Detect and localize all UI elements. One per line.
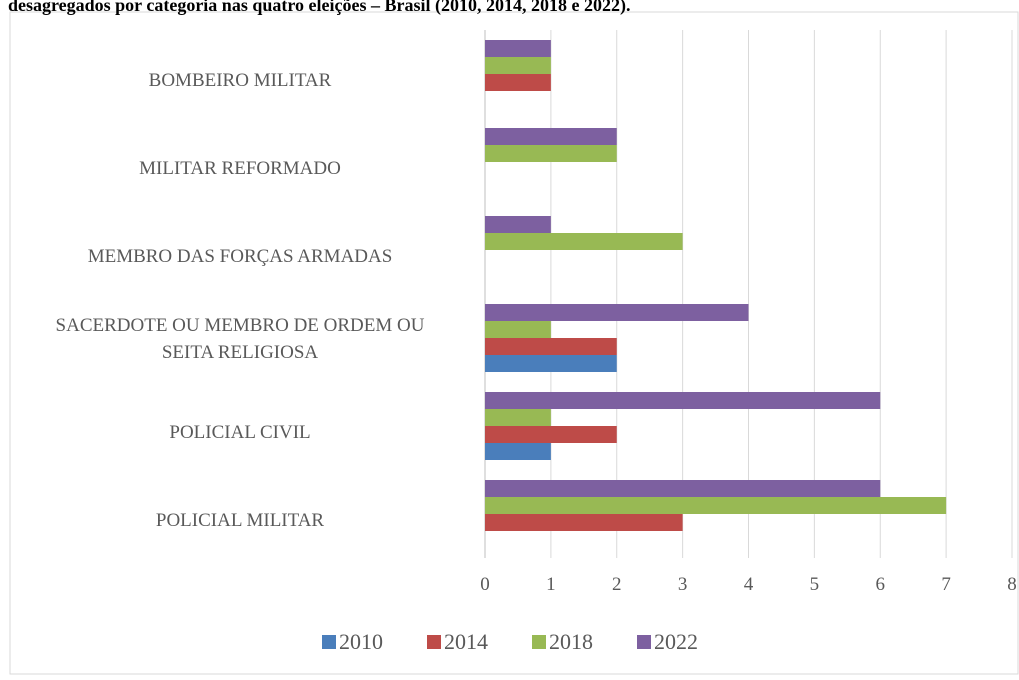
y-tick-label: POLICIAL CIVIL [169,422,310,443]
bar [485,338,617,355]
y-tick-label: BOMBEIRO MILITAR [149,70,332,91]
bar [485,233,683,250]
y-tick-label: MEMBRO DAS FORÇAS ARMADAS [88,246,393,267]
x-tick-label: 7 [941,574,951,595]
label-line: SEITA RELIGIOSA [162,342,319,363]
x-tick-label: 3 [678,574,688,595]
bar [485,304,749,321]
x-tick-label: 5 [810,574,820,595]
y-tick-label: SACERDOTE OU MEMBRO DE ORDEM OU SEITA REL… [56,315,425,363]
legend-swatch [532,635,546,649]
label-line: SACERDOTE OU MEMBRO DE ORDEM OU [56,315,425,336]
bar [485,392,881,409]
bar [485,321,551,338]
bar [485,480,881,497]
x-tick-label: 8 [1007,574,1017,595]
bar [485,216,551,233]
bar [485,514,683,531]
bar [485,40,551,57]
x-tick-label: 4 [744,574,754,595]
legend-swatch [637,635,651,649]
legend-label: 2014 [444,629,488,654]
chart-title: desagregados por categoria nas quatro el… [8,0,630,16]
bar [485,74,551,91]
y-tick-label: MILITAR REFORMADO [139,158,341,179]
legend-swatch [427,635,441,649]
x-tick-label: 2 [612,574,622,595]
x-tick-label: 6 [876,574,886,595]
legend-swatch [322,635,336,649]
bar [485,128,617,145]
legend-label: 2010 [339,629,383,654]
chart-border [9,11,1019,675]
bar [485,409,551,426]
x-tick-label: 1 [546,574,556,595]
bar [485,497,947,514]
bar [485,145,617,162]
legend-label: 2022 [654,629,698,654]
bar [485,57,551,74]
x-tick-label: 0 [480,574,490,595]
bar [485,443,551,460]
bar [485,355,617,372]
bar [485,426,617,443]
y-tick-label: POLICIAL MILITAR [156,510,325,531]
legend-label: 2018 [549,629,593,654]
